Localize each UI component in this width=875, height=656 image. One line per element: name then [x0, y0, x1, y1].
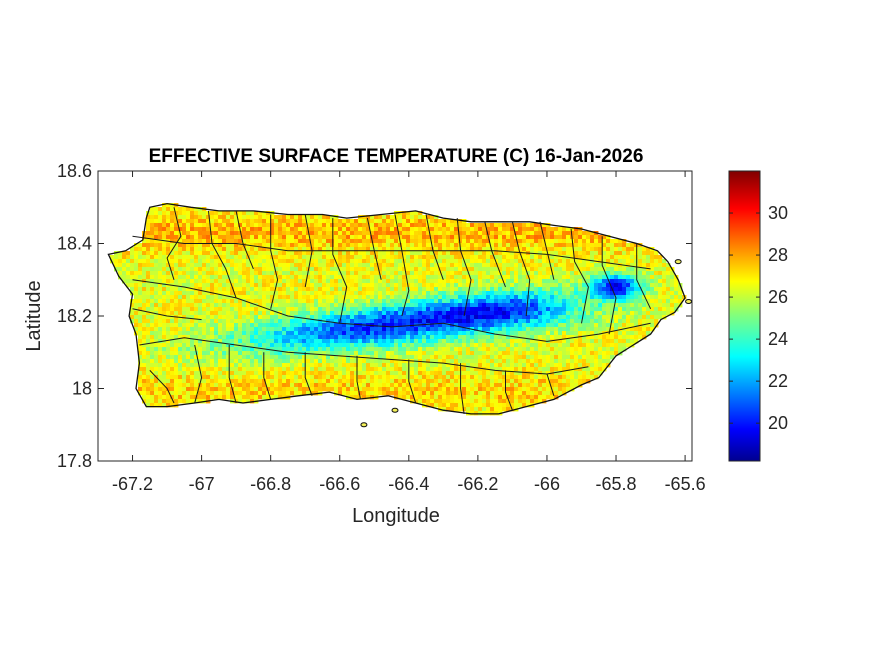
colorbar-gradient — [728, 170, 761, 462]
colorbar-tick-label: 26 — [768, 287, 788, 307]
y-tick-label: 18 — [72, 379, 92, 399]
boundary-line — [601, 236, 617, 335]
boundary-line — [570, 228, 589, 324]
boundary-line — [408, 359, 417, 404]
boundary-line — [636, 243, 652, 310]
x-axis-label: Longitude — [352, 505, 440, 527]
temperature-cells — [110, 203, 687, 416]
municipal-boundaries — [132, 207, 652, 414]
x-tick-label: -67.2 — [112, 474, 153, 494]
boundary-line — [139, 337, 589, 375]
boundary-line — [332, 218, 348, 324]
temperature-map — [107, 202, 692, 428]
colorbar-tick-label: 24 — [768, 329, 788, 349]
boundary-line — [228, 345, 237, 404]
boundary-line — [132, 308, 202, 321]
boundary-line — [270, 214, 279, 309]
x-tick-label: -66.6 — [319, 474, 360, 494]
x-tick-label: -66 — [534, 474, 560, 494]
boundary-line — [208, 210, 237, 299]
x-tick-label: -66.4 — [388, 474, 429, 494]
islet — [685, 299, 692, 304]
boundary-line — [235, 210, 254, 270]
x-tick-label: -65.8 — [596, 474, 637, 494]
boundary-line — [304, 352, 313, 396]
islet — [360, 422, 368, 428]
boundary-line — [456, 218, 472, 317]
x-tick-label: -65.6 — [665, 474, 706, 494]
boundary-line — [149, 370, 175, 404]
boundary-line — [132, 279, 651, 342]
y-tick-label: 17.8 — [57, 451, 92, 471]
y-tick-label: 18.4 — [57, 234, 92, 254]
colorbar-tick-label: 22 — [768, 371, 788, 391]
x-tick-label: -67 — [189, 474, 215, 494]
y-tick-label: 18.6 — [57, 161, 92, 181]
colorbar-tick-label: 30 — [768, 203, 788, 223]
x-axis: -67.2 -67 -66.8 -66.6 -66.4 -66.2 -66 -65.8 -65.… — [112, 171, 706, 494]
boundary-line — [263, 352, 272, 400]
boundary-line — [460, 363, 465, 414]
boundary-line — [356, 355, 361, 400]
colorbar: 20 22 24 26 28 30 — [728, 170, 788, 462]
colorbar-ticks: 20 22 24 26 28 30 — [729, 203, 788, 433]
y-tick-label: 18.2 — [57, 306, 92, 326]
boundary-line — [194, 344, 203, 404]
boundary-line — [539, 221, 555, 280]
x-tick-label: -66.8 — [250, 474, 291, 494]
islet — [674, 259, 682, 265]
islet — [391, 407, 399, 413]
colorbar-tick-label: 20 — [768, 413, 788, 433]
island-outline — [107, 202, 686, 415]
boundary-line — [166, 207, 182, 280]
colorbar-tick-label: 28 — [768, 245, 788, 265]
x-tick-label: -66.2 — [457, 474, 498, 494]
boundary-line — [546, 373, 555, 396]
boundary-line — [511, 221, 531, 317]
y-axis: 17.8 18 18.2 18.4 18.6 — [57, 161, 692, 471]
boundary-line — [394, 214, 410, 317]
y-axis-label: Latitude — [23, 280, 45, 351]
boundary-line — [505, 370, 513, 411]
boundary-line — [132, 235, 651, 270]
chart-title: EFFECTIVE SURFACE TEMPERATURE (C) 16-Jan… — [149, 146, 644, 167]
